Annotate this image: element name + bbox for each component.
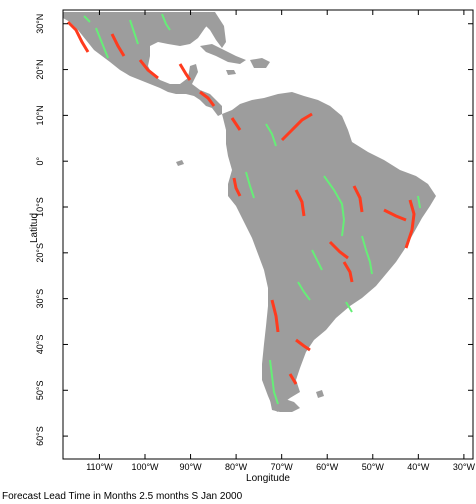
forecast-river-segment (230, 117, 242, 131)
longitude-tick-label: 110°W (86, 462, 113, 472)
forecast-river-segment (269, 359, 279, 405)
forecast-river-segment (311, 249, 323, 271)
forecast-river-segment (342, 261, 354, 283)
forecast-river-segment (297, 281, 311, 301)
longitude-tick-label: 60°W (316, 462, 339, 472)
forecast-river-segment (66, 20, 90, 53)
forecast-river-segment (404, 199, 416, 249)
lead-time-river-layer (66, 13, 421, 405)
forecast-river-segment (352, 185, 364, 213)
forecast-river-segment (129, 19, 139, 45)
forecast-river-segment (265, 123, 277, 147)
latitude-tick-label: 10°N (35, 105, 45, 125)
longitude-ticks: 110°W 100°W 90°W 80°W 70°W 60°W 50°W 40°W 30°W (86, 10, 475, 472)
latitude-ticks: 30°N 20°N 10°N 0° 10°S 20°S 30°S 40°S 50°S 60°S (35, 14, 473, 446)
longitude-tick-label: 40°W (407, 462, 430, 472)
forecast-river-segment (361, 235, 373, 275)
latitude-tick-label: 30°N (35, 14, 45, 34)
longitude-tick-label: 50°W (362, 462, 385, 472)
latitude-tick-label: 50°S (35, 380, 45, 400)
forecast-river-segment (328, 240, 349, 260)
latitude-tick-label: 40°S (35, 335, 45, 355)
forecast-river-segment (294, 189, 306, 217)
longitude-tick-label: 70°W (271, 462, 294, 472)
forecast-river-segment (280, 112, 313, 142)
forecast-river-segment (83, 15, 91, 23)
forecast-river-segment (138, 59, 159, 80)
longitude-tick-label: 80°W (225, 462, 248, 472)
forecast-river-segment (199, 90, 216, 107)
latitude-tick-label: 60°S (35, 426, 45, 446)
x-axis-title: Longitude (246, 473, 290, 484)
latitude-tick-label: 30°S (35, 289, 45, 309)
longitude-tick-label: 90°W (180, 462, 203, 472)
longitude-tick-label: 100°W (131, 462, 159, 472)
forecast-river-segment (178, 63, 192, 81)
forecast-river-segment (323, 175, 346, 237)
galapagos-landmass (176, 160, 184, 166)
falklands-landmass (316, 390, 324, 398)
longitude-tick-label: 30°W (453, 462, 476, 472)
forecast-river-segment (245, 171, 255, 199)
forecast-river-segment (161, 13, 171, 31)
south-america-landmass (222, 92, 436, 412)
forecast-river-segment (232, 177, 242, 197)
cuba-landmass (200, 44, 246, 64)
latitude-tick-label: 20°S (35, 243, 45, 263)
y-axis-title: Latitud (29, 213, 40, 243)
hispaniola-landmass (250, 58, 270, 68)
forecast-river-segment (345, 301, 353, 313)
latitude-tick-label: 10°S (35, 197, 45, 217)
forecast-caption: Forecast Lead Time in Months 2.5 months … (2, 491, 243, 502)
map-frame (62, 9, 474, 460)
forecast-river-segment (295, 338, 311, 352)
latitude-tick-label: 0° (35, 156, 45, 165)
forecast-river-segment (110, 33, 126, 57)
forecast-river-segment (417, 195, 421, 209)
jamaica-landmass (226, 70, 236, 75)
latitude-tick-label: 20°N (35, 60, 45, 80)
forecast-river-segment (288, 373, 298, 385)
forecast-river-segment (270, 299, 280, 333)
florida-landmass (200, 12, 226, 48)
forecast-river-segment (383, 208, 407, 222)
forecast-river-segment (95, 27, 109, 59)
